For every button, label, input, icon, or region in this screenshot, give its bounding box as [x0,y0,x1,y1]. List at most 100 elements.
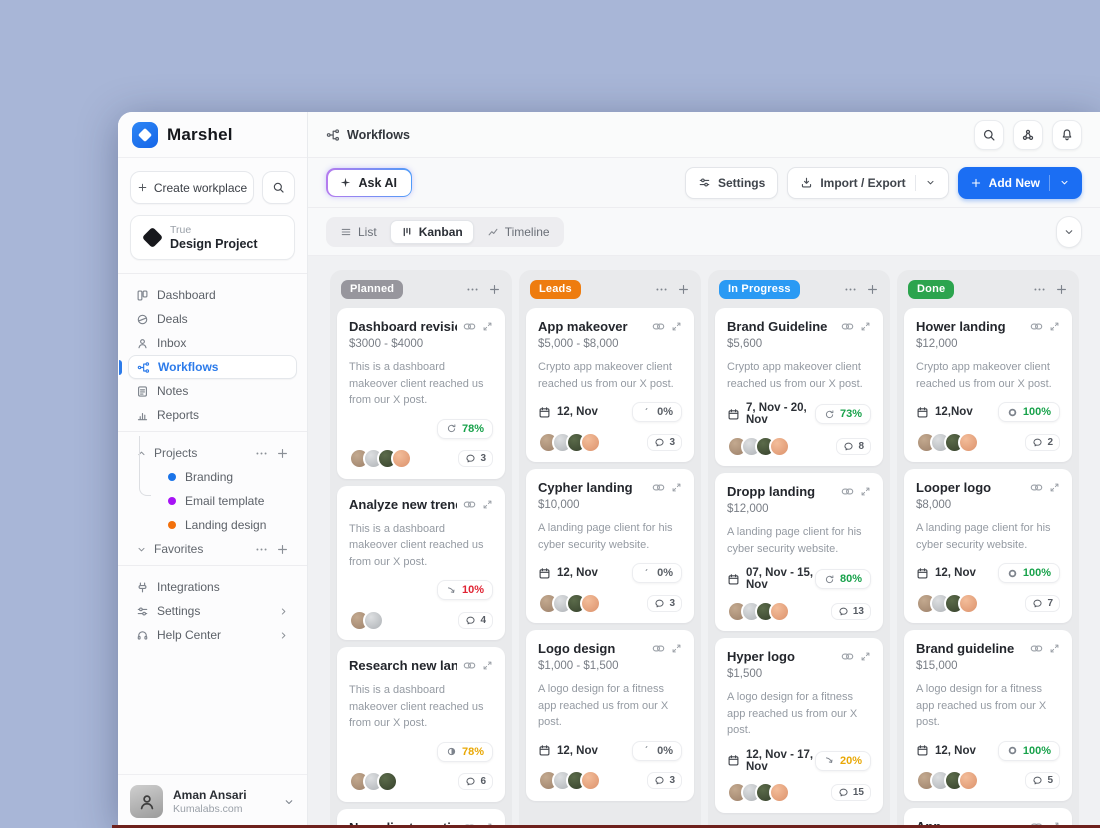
dashboard-icon [136,289,149,302]
kanban-card[interactable]: App makeover $5,000 - $8,000 Crypto app ma… [526,308,694,462]
kanban-card[interactable]: Hyper logo $1,500 A logo design for a fitn… [715,638,883,813]
link-icon[interactable] [841,650,854,663]
column-add-icon[interactable] [488,283,501,296]
user-footer[interactable]: Aman Ansari Kumalabs.com [118,774,307,828]
kanban-card[interactable]: Brand Guideline $5,600 Crypto app makeover… [715,308,883,466]
expand-icon[interactable] [1049,321,1060,332]
add-favorite-icon[interactable] [276,543,289,556]
calendar-icon [538,406,551,419]
sidebar-item-notes[interactable]: Notes [128,379,297,403]
comments-badge[interactable]: 3 [647,433,682,451]
favorites-section-header[interactable]: Favorites [128,537,297,561]
expand-icon[interactable] [1049,482,1060,493]
kanban-card[interactable]: Dropp landing $12,000 A landing page clien… [715,473,883,631]
comments-badge[interactable]: 3 [647,772,682,789]
kanban-card[interactable]: Hower landing $12,000 Crypto app makeover … [904,308,1072,462]
column-more-icon[interactable] [466,283,479,296]
sidebar-item-inbox[interactable]: Inbox [128,331,297,355]
comments-badge[interactable]: 5 [1025,772,1060,789]
sidebar-item-reports[interactable]: Reports [128,403,297,427]
chevron-down-icon[interactable] [1059,177,1070,188]
sidebar-project-landing-design[interactable]: Landing design [128,513,297,537]
import-export-button[interactable]: Import / Export [787,166,949,199]
expand-icon[interactable] [671,482,682,493]
more-icon[interactable] [255,447,268,460]
column-add-icon[interactable] [1055,283,1068,296]
link-icon[interactable] [463,659,476,672]
kanban-card[interactable]: Looper logo $8,000 A landing page client f… [904,469,1072,623]
comments-badge[interactable]: 13 [830,602,871,620]
tab-kanban[interactable]: Kanban [389,219,474,244]
column-more-icon[interactable] [1033,283,1046,296]
expand-icon[interactable] [860,321,871,332]
comments-badge[interactable]: 8 [836,437,871,455]
expand-icon[interactable] [482,499,493,510]
expand-icon[interactable] [482,321,493,332]
column-add-icon[interactable] [677,283,690,296]
tab-timeline[interactable]: Timeline [476,220,561,244]
comments-badge[interactable]: 6 [458,773,493,790]
column-more-icon[interactable] [655,283,668,296]
expand-icon[interactable] [482,822,493,828]
kanban-card[interactable]: Research new lan.. This is a dashboard ma… [337,647,505,802]
collapse-button[interactable] [1056,215,1082,248]
chevron-down-icon[interactable] [925,177,936,188]
link-icon[interactable] [841,485,854,498]
workspace-selector[interactable]: True Design Project [130,215,295,260]
kanban-card[interactable]: Brand guideline $15,000 A logo design for … [904,630,1072,801]
comments-badge[interactable]: 2 [1025,433,1060,451]
sidebar-item-integrations[interactable]: Integrations [128,575,297,599]
hub-button[interactable] [1013,119,1043,150]
comments-badge[interactable]: 3 [647,594,682,612]
expand-icon[interactable] [482,660,493,671]
search-button[interactable] [974,119,1004,150]
notifications-button[interactable] [1052,119,1082,150]
sidebar-item-help-center[interactable]: Help Center [128,623,297,647]
tab-label: Kanban [418,224,463,239]
chevron-down-icon[interactable] [283,796,295,808]
link-icon[interactable] [841,320,854,333]
sidebar-item-workflows[interactable]: Workflows [119,355,297,379]
create-workplace-button[interactable]: Create workplace [130,171,254,204]
link-icon[interactable] [463,498,476,511]
link-icon[interactable] [652,642,665,655]
kanban-card[interactable]: Logo design $1,000 - $1,500 A logo design … [526,630,694,801]
expand-icon[interactable] [1049,821,1060,828]
sidebar-project-branding[interactable]: Branding [128,465,297,489]
expand-icon[interactable] [1049,643,1060,654]
calendar-icon [538,744,551,757]
kanban-card[interactable]: Cypher landing $10,000 A landing page clie… [526,469,694,623]
sidebar-item-dashboard[interactable]: Dashboard [128,283,297,307]
sidebar-project-email-template[interactable]: Email template [128,489,297,513]
tab-list[interactable]: List [329,220,388,244]
more-icon[interactable] [255,543,268,556]
projects-section-header[interactable]: Projects [128,441,297,465]
expand-icon[interactable] [671,643,682,654]
sidebar-item-label: Reports [157,408,200,422]
expand-icon[interactable] [671,321,682,332]
add-new-button[interactable]: Add New [957,166,1082,199]
add-project-icon[interactable] [276,447,289,460]
column-more-icon[interactable] [844,283,857,296]
settings-button[interactable]: Settings [684,166,779,199]
comments-badge[interactable]: 15 [830,784,871,801]
comments-badge[interactable]: 4 [458,611,493,629]
sidebar-item-settings[interactable]: Settings [128,599,297,623]
kanban-card[interactable]: Dashboard revision $3000 - $4000 This is a… [337,308,505,479]
column-add-icon[interactable] [866,283,879,296]
link-icon[interactable] [463,320,476,333]
expand-icon[interactable] [860,651,871,662]
link-icon[interactable] [1030,642,1043,655]
expand-icon[interactable] [860,486,871,497]
link-icon[interactable] [1030,481,1043,494]
sidebar-item-deals[interactable]: Deals [128,307,297,331]
comments-badge[interactable]: 3 [458,450,493,467]
help-icon [136,629,149,642]
link-icon[interactable] [1030,320,1043,333]
link-icon[interactable] [652,320,665,333]
comments-badge[interactable]: 7 [1025,594,1060,612]
link-icon[interactable] [652,481,665,494]
sidebar-search-button[interactable] [262,171,295,204]
kanban-card[interactable]: Analyze new trends This is a dashboard ma… [337,485,505,640]
ask-ai-button[interactable]: Ask AI [326,168,413,197]
